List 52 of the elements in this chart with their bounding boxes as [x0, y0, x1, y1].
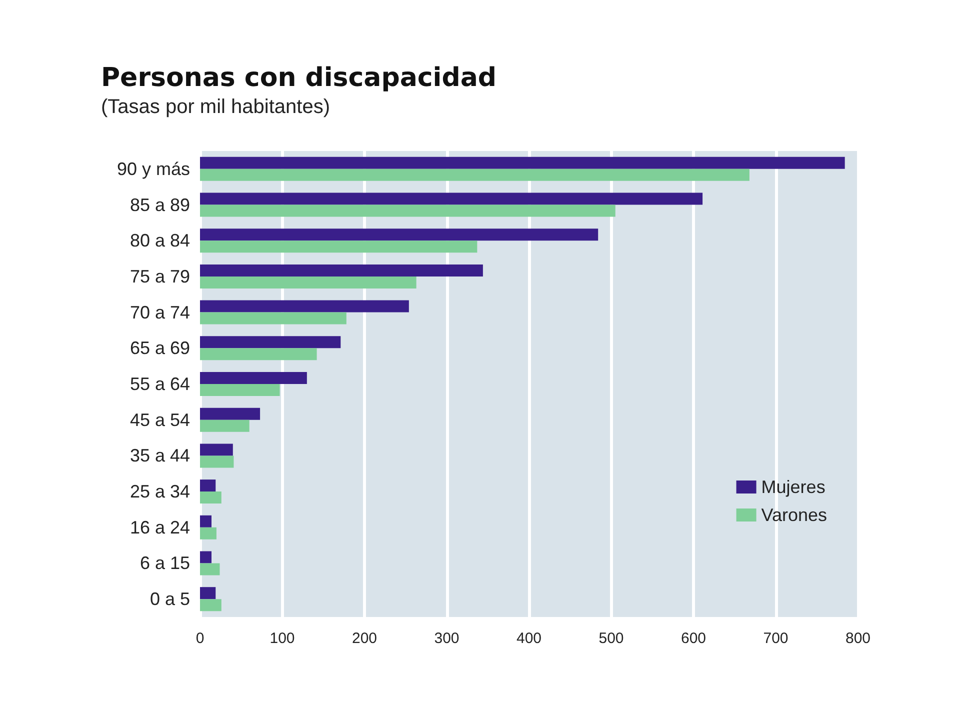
- y-tick-label: 0 a 5: [150, 589, 190, 610]
- y-tick-label: 90 y más: [116, 158, 190, 179]
- legend-label: Mujeres: [761, 477, 826, 497]
- x-tick-label: 100: [270, 630, 295, 647]
- y-tick-label: 75 a 79: [130, 266, 190, 286]
- bar: [200, 420, 250, 432]
- bar: [200, 492, 222, 504]
- bar: [200, 276, 416, 288]
- chart-subtitle: (Tasas por mil habitantes): [101, 96, 330, 118]
- x-tick-label: 200: [352, 630, 378, 647]
- bar: [200, 599, 222, 612]
- x-tick-label: 600: [680, 630, 706, 647]
- bar: [200, 551, 212, 564]
- bar: [200, 192, 703, 205]
- x-tick-label: 0: [196, 630, 204, 647]
- y-tick-label: 6 a 15: [140, 553, 190, 574]
- x-tick-label: 400: [516, 630, 542, 647]
- bar: [200, 204, 616, 217]
- y-tick-label: 16 a 24: [130, 517, 190, 538]
- bar: [200, 168, 750, 181]
- y-tick-label: 35 a 44: [130, 446, 190, 466]
- bar: [200, 587, 216, 600]
- bar: [200, 408, 260, 420]
- bar: [200, 156, 845, 169]
- y-tick-label: 65 a 69: [130, 338, 190, 358]
- bar: [200, 456, 234, 468]
- bar: [200, 348, 317, 360]
- chart-title: Personas con discapacidad: [101, 63, 496, 93]
- x-tick-label: 700: [763, 630, 788, 647]
- bar: [200, 563, 220, 576]
- y-tick-label: 55 a 64: [130, 374, 190, 394]
- x-tick-label: 300: [434, 630, 460, 647]
- bar: [200, 444, 233, 456]
- bar: [200, 228, 598, 241]
- bar: [200, 312, 346, 324]
- bar: [200, 372, 307, 384]
- y-tick-label: 25 a 34: [130, 482, 190, 502]
- bar: [200, 264, 483, 276]
- legend-label: Varones: [761, 505, 828, 525]
- y-tick-label: 80 a 84: [130, 230, 190, 251]
- bar: [200, 240, 478, 253]
- y-tick-label: 70 a 74: [130, 302, 190, 322]
- bar: [200, 384, 280, 396]
- bar: [200, 300, 409, 312]
- bar: [200, 336, 341, 348]
- bar: [200, 515, 212, 528]
- bar: [200, 480, 216, 492]
- x-tick-label: 500: [598, 630, 624, 647]
- x-tick-label: 800: [845, 630, 871, 647]
- y-tick-label: 85 a 89: [130, 194, 190, 215]
- y-tick-label: 45 a 54: [130, 410, 190, 430]
- bar: [200, 527, 216, 540]
